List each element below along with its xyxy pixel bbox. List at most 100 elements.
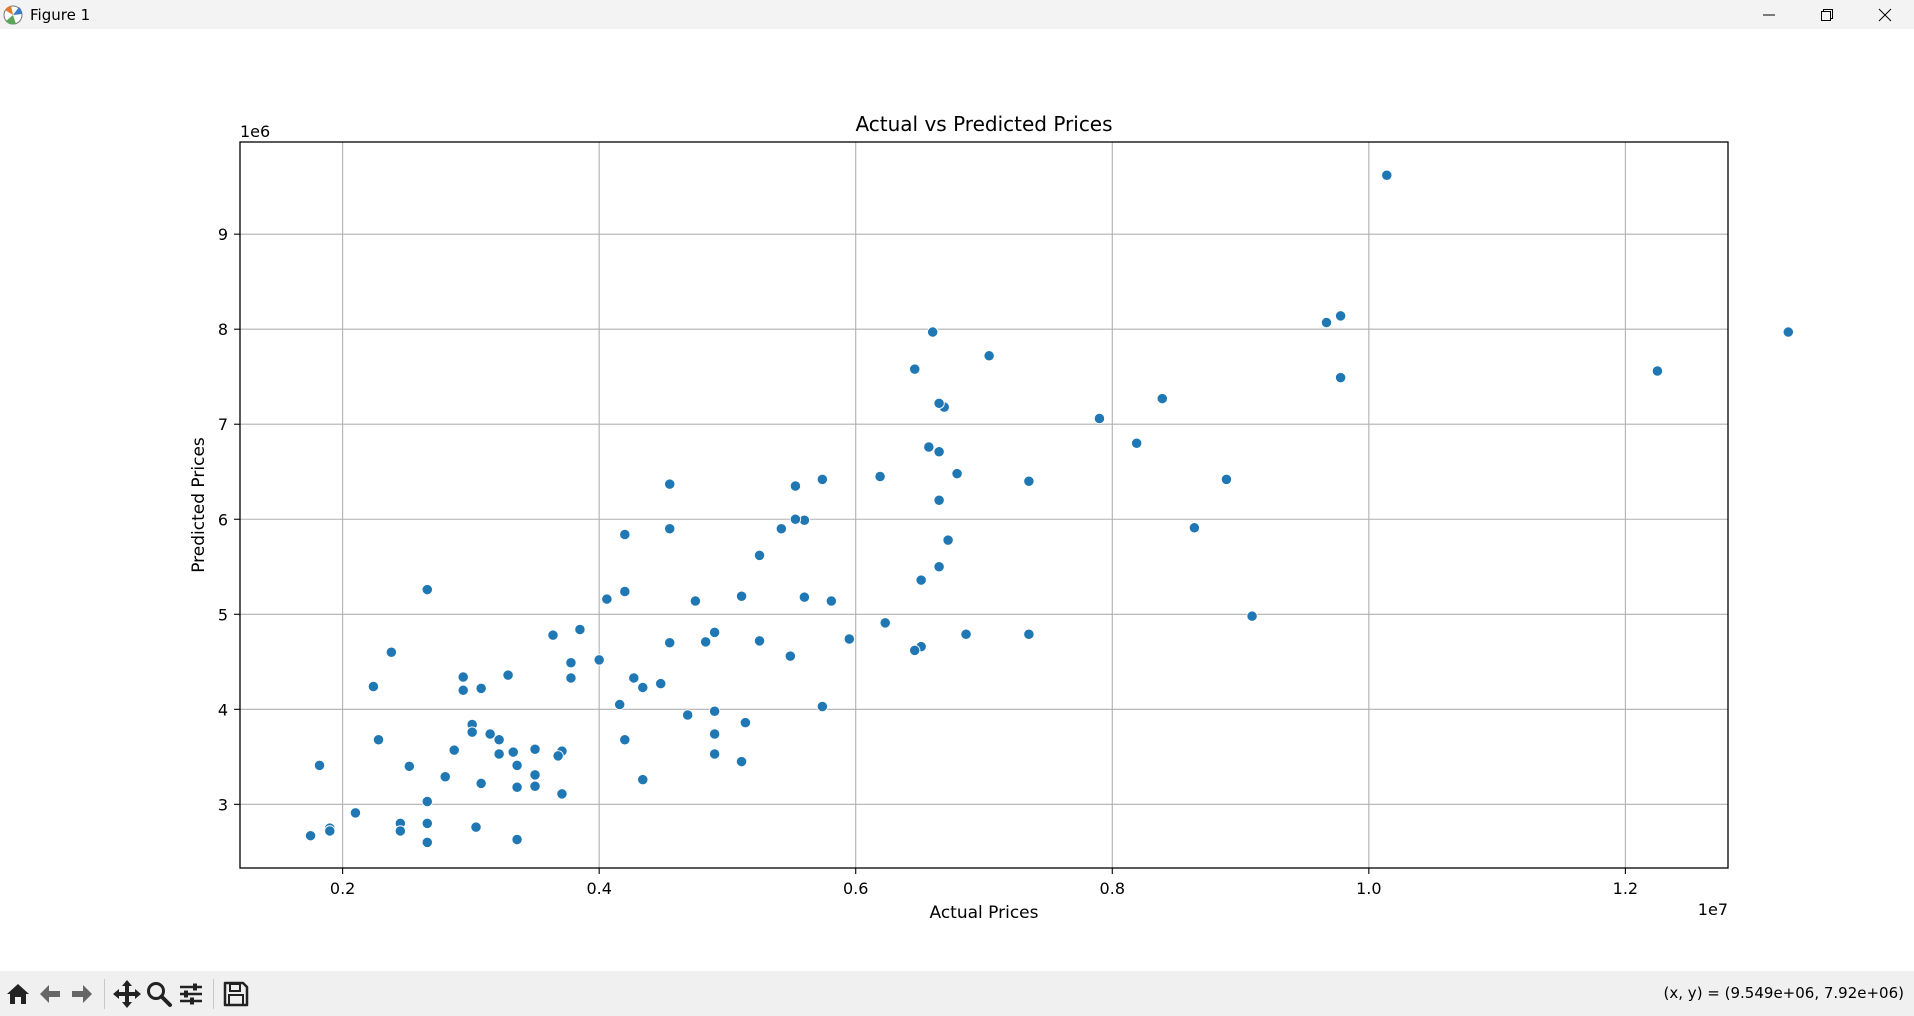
data-point (789, 480, 802, 492)
data-point (493, 748, 505, 760)
data-point (1023, 628, 1035, 640)
data-point (493, 734, 505, 746)
data-point (699, 636, 712, 648)
data-point (753, 635, 766, 647)
data-point (619, 734, 631, 746)
pan-icon (113, 979, 141, 1008)
data-point (1023, 475, 1035, 487)
data-point (529, 769, 541, 781)
data-point (448, 744, 460, 756)
data-point (439, 771, 451, 783)
pan-button[interactable] (111, 977, 143, 1011)
data-point (1651, 365, 1664, 377)
data-point (1334, 310, 1347, 322)
data-point (304, 830, 317, 842)
forward-button[interactable] (66, 977, 98, 1011)
toolbar-separator (104, 978, 105, 1009)
data-point (529, 780, 541, 792)
configure-subplots-icon (180, 983, 202, 1004)
data-point (915, 574, 927, 586)
data-point (349, 807, 362, 819)
axes-frame (239, 141, 1729, 869)
data-point (614, 698, 626, 711)
home-icon (7, 983, 29, 1004)
data-point (1220, 473, 1233, 485)
data-point (1320, 316, 1333, 329)
data-point (874, 470, 886, 483)
data-point (933, 561, 945, 573)
data-point (457, 684, 469, 696)
back-icon (40, 984, 60, 1003)
data-point (708, 728, 721, 740)
data-point (1156, 392, 1168, 405)
data-point (789, 513, 802, 525)
data-point (689, 595, 702, 607)
data-point (879, 617, 891, 629)
data-point (372, 734, 385, 746)
data-point (664, 637, 676, 649)
matplotlib-icon (3, 5, 23, 24)
data-point (735, 590, 748, 602)
restore-icon (1821, 8, 1833, 21)
data-point (507, 746, 519, 758)
restore-button[interactable] (1798, 0, 1856, 29)
save-button[interactable] (220, 977, 252, 1011)
data-point (556, 788, 568, 800)
data-point (324, 825, 336, 837)
data-point (403, 760, 415, 772)
zoom-icon (147, 981, 172, 1007)
y-tick-label: 7 (218, 415, 228, 434)
data-point (1188, 522, 1201, 534)
close-button[interactable] (1856, 0, 1914, 29)
back-button[interactable] (34, 977, 66, 1011)
data-point (511, 781, 523, 793)
data-point (960, 628, 972, 640)
minimize-icon (1763, 14, 1775, 15)
x-tick-label: 0.6 (843, 879, 868, 898)
data-point (421, 795, 433, 808)
window-title: Figure 1 (30, 5, 91, 24)
y-tick-label: 9 (218, 225, 228, 244)
forward-icon (72, 984, 92, 1003)
data-point (457, 671, 469, 683)
data-point (1093, 412, 1106, 425)
data-point (735, 755, 748, 768)
y-tick-label: 4 (218, 700, 228, 719)
data-point (470, 821, 482, 833)
data-point (565, 672, 577, 684)
data-point (628, 672, 640, 684)
data-point (394, 825, 406, 837)
data-point (708, 748, 721, 760)
data-point (475, 777, 487, 790)
data-point (923, 441, 935, 453)
figure-canvas[interactable]: 0.2 0.4 0.6 0.8 1.0 1.2 3 4 5 6 7 8 9 Actual vs Pred… (0, 29, 1914, 971)
data-point (313, 759, 326, 772)
data-point (739, 716, 752, 729)
data-point (484, 728, 496, 740)
data-point (775, 523, 787, 535)
data-point (708, 626, 721, 638)
zoom-button[interactable] (143, 977, 175, 1011)
navigation-toolbar: (x, y) = (9.549e+06, 7.92e+06) (0, 971, 1914, 1016)
x-axis-label: Actual Prices (930, 903, 1039, 923)
data-point (655, 677, 667, 690)
data-point (529, 743, 541, 755)
data-point (593, 654, 605, 666)
y-offset-label: 1e6 (240, 122, 270, 141)
data-point (637, 773, 649, 786)
x-tick-label: 1.2 (1613, 879, 1638, 898)
data-point (784, 650, 796, 662)
minimize-button[interactable] (1740, 0, 1798, 29)
y-axis-label: Predicted Prices (189, 437, 209, 573)
y-tick-label: 8 (218, 320, 228, 339)
data-point (664, 478, 676, 490)
data-point (1130, 437, 1143, 449)
data-point (933, 494, 945, 506)
home-button[interactable] (2, 977, 34, 1011)
data-point (933, 446, 945, 458)
data-point (619, 528, 631, 541)
configure-subplots-button[interactable] (175, 977, 207, 1011)
data-point (983, 350, 995, 362)
data-point (601, 593, 613, 605)
x-tick-label: 0.4 (586, 879, 611, 898)
